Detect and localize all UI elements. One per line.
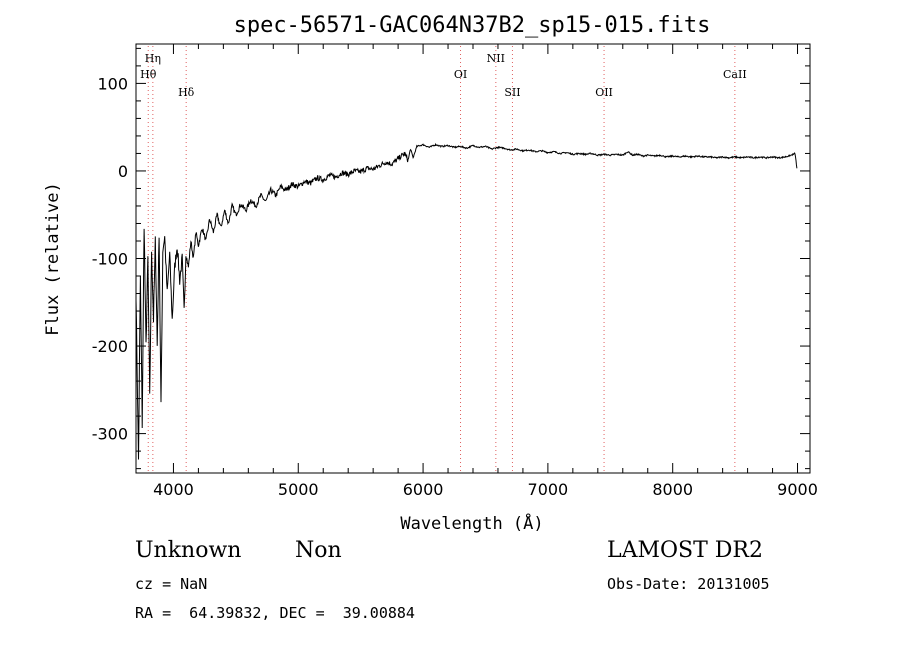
spectral-line-label: OI [454, 68, 467, 81]
spectral-line-label: OII [595, 86, 613, 99]
x-tick-label: 4000 [153, 480, 194, 499]
y-tick-label: 0 [118, 162, 128, 181]
y-tick-label: -100 [92, 250, 128, 269]
x-tick-label: 8000 [652, 480, 693, 499]
x-tick-label: 7000 [528, 480, 569, 499]
spectral-line-label: SII [504, 86, 520, 99]
axis-ticks: 4000 5000 6000 7000 8000 9000 -300 -200 -100 0 100 [92, 44, 818, 499]
obs-date: Obs-Date: 20131005 [607, 575, 770, 593]
y-axis-label: Flux (relative) [43, 182, 63, 336]
spectrum-line [135, 142, 798, 460]
object-subclass: Non [295, 538, 342, 563]
plot-frame [135, 43, 811, 474]
spectral-line-label: NII [487, 52, 505, 65]
spectral-lines: Hη Hθ Hδ OI NII SII OII CaII [140, 46, 747, 473]
spectral-line-label: Hθ [140, 68, 157, 81]
coordinates: RA = 64.39832, DEC = 39.00884 [135, 604, 415, 622]
spectral-line-label: Hδ [178, 86, 195, 99]
y-tick-label: -300 [92, 425, 128, 444]
spectral-line-label: Hη [145, 52, 161, 65]
redshift-text: cz = NaN [135, 575, 208, 593]
y-tick-label: 100 [97, 74, 128, 93]
y-tick-label: -200 [92, 337, 128, 356]
object-class: Unknown [135, 538, 242, 563]
x-tick-label: 5000 [278, 480, 319, 499]
x-tick-label: 6000 [403, 480, 444, 499]
spectral-line-label: CaII [723, 68, 747, 81]
x-tick-label: 9000 [777, 480, 818, 499]
survey-name: LAMOST DR2 [607, 538, 763, 563]
x-axis-label: Wavelength (Å) [400, 512, 543, 534]
chart-title: spec-56571-GAC064N37B2_sp15-015.fits [234, 13, 711, 38]
